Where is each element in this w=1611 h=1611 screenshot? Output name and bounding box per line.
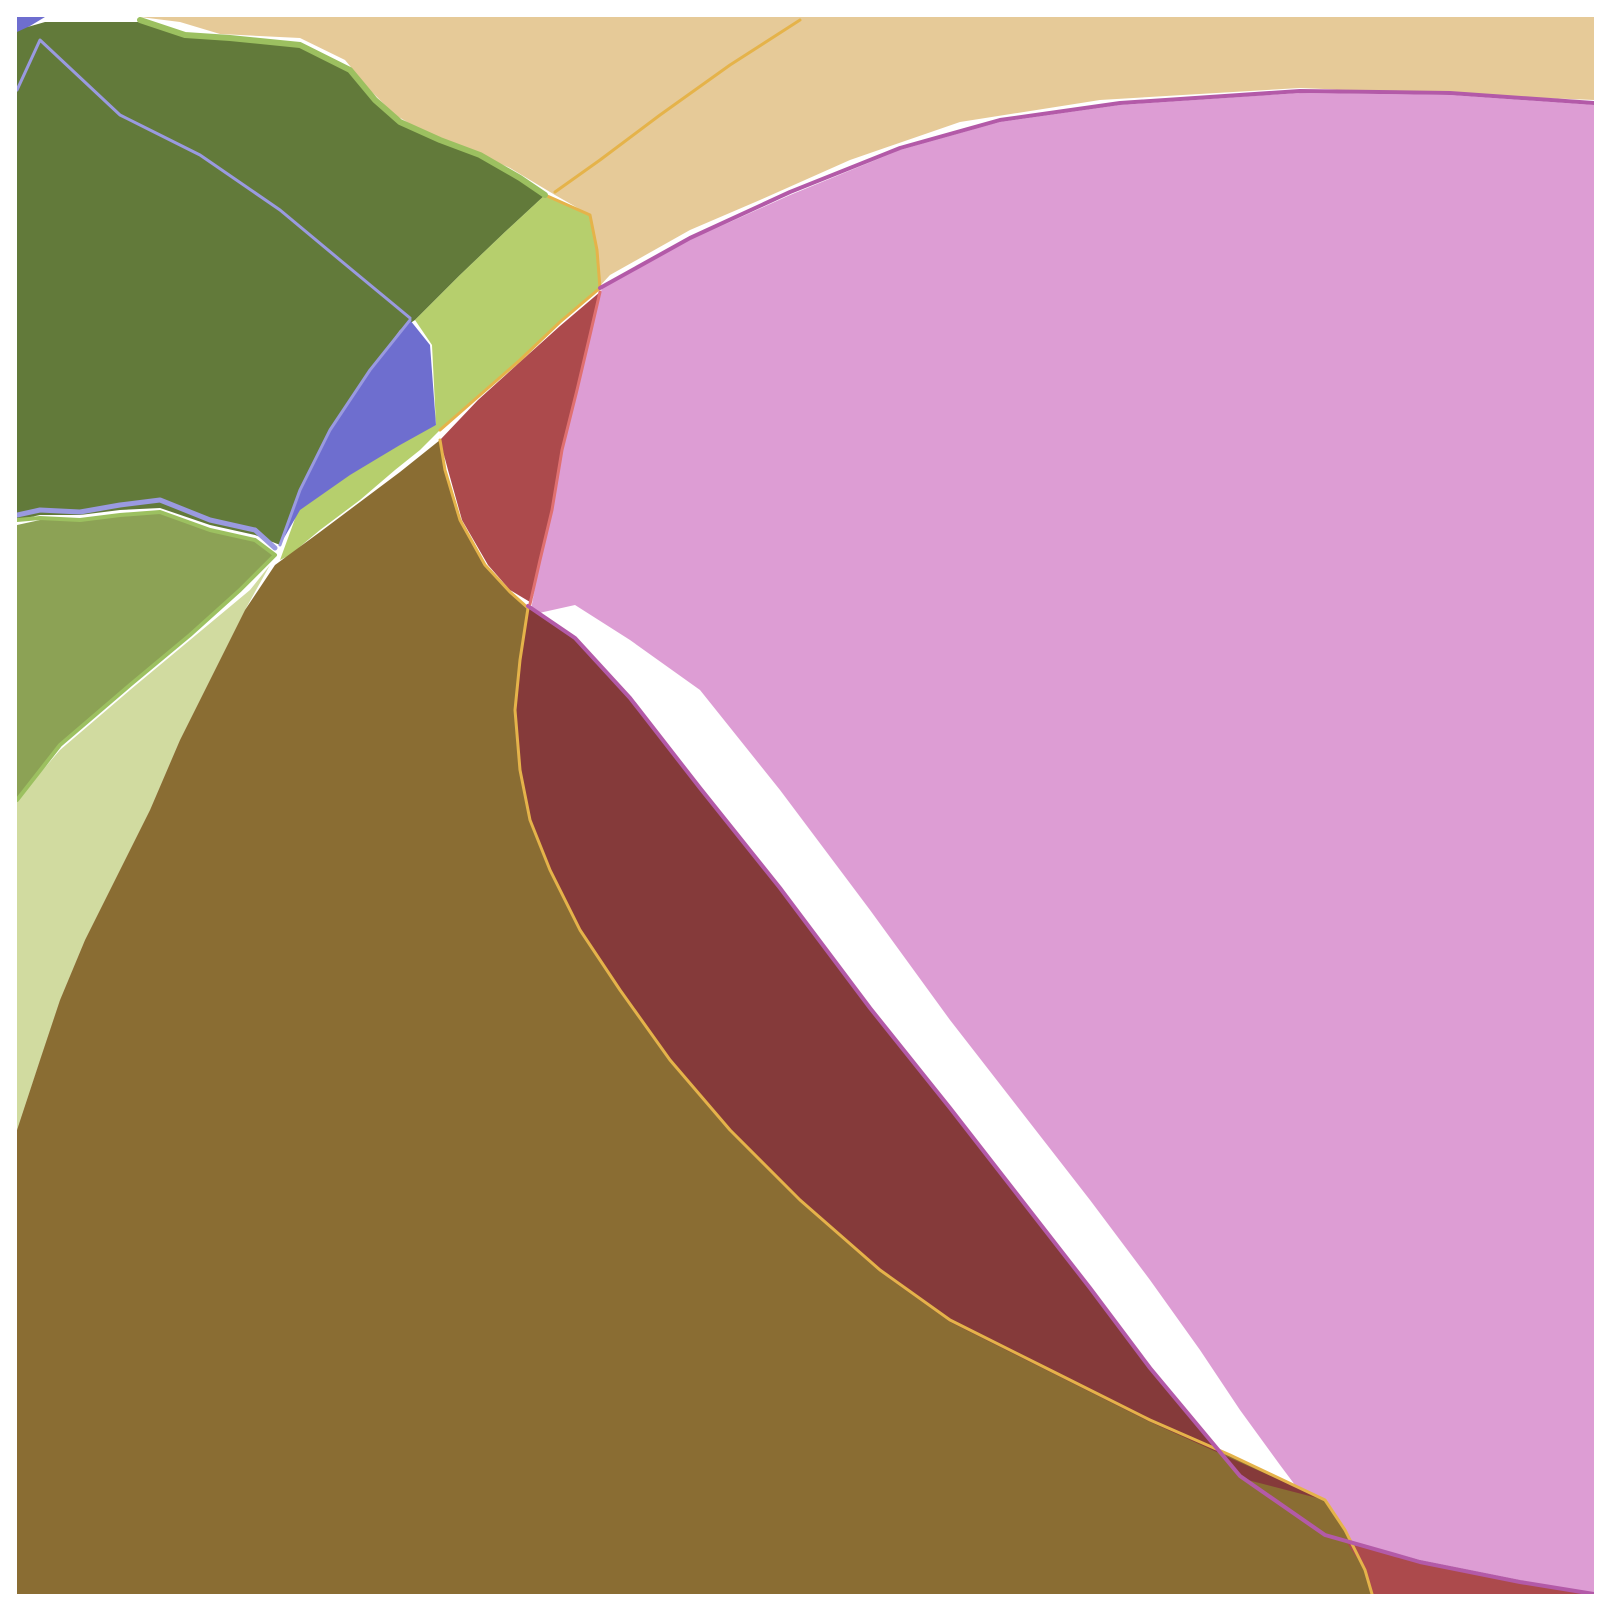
orchid-boundary-diagonal [526, 604, 1594, 1594]
lavender-boundary-lower [17, 497, 278, 551]
brown-region [17, 440, 1372, 1594]
gold-boundary [553, 18, 802, 194]
lime-boundary-top [137, 17, 548, 198]
red-region-lower [1325, 1535, 1594, 1594]
salmon-boundary [528, 290, 602, 606]
blue-corner-patch [17, 17, 45, 32]
dark-green-region [17, 22, 545, 545]
lavender-boundary-blue [278, 318, 412, 547]
olive-green-region [17, 512, 275, 800]
lime-boundary [17, 510, 277, 802]
gold-boundary-top [438, 193, 602, 432]
blue-region [280, 320, 436, 545]
tan-region [17, 17, 1594, 288]
orchid-boundary [598, 89, 1594, 290]
pink-region [530, 93, 1594, 1594]
pale-green-region [17, 565, 270, 1130]
lavender-boundary [17, 38, 412, 320]
gold-boundary-left [438, 438, 1374, 1594]
dark-red-region [515, 608, 1325, 1500]
red-region [440, 292, 600, 602]
